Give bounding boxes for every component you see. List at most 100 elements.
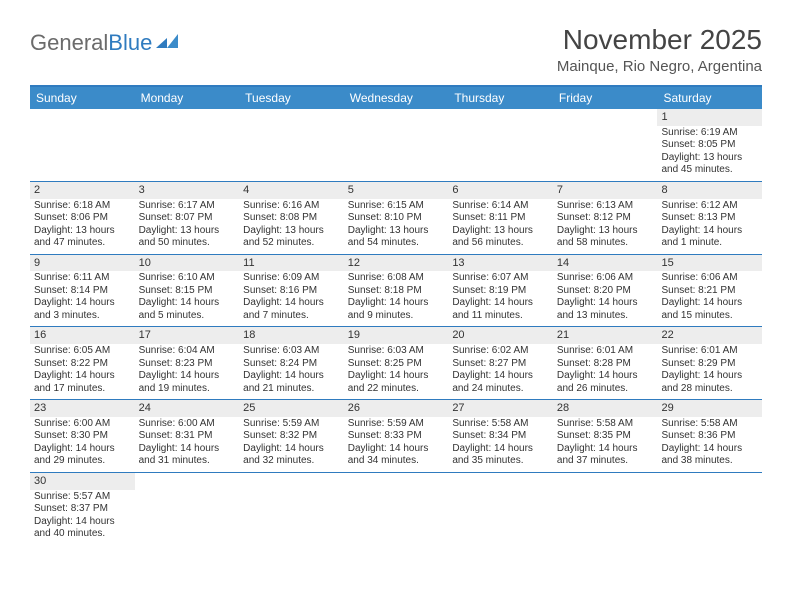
sunset-line: Sunset: 8:36 PM [661, 430, 758, 443]
header: GeneralBlue November 2025 Mainque, Rio N… [30, 24, 762, 75]
sunrise-line: Sunrise: 6:03 AM [243, 345, 340, 358]
daylight-line: Daylight: 14 hours and 15 minutes. [661, 297, 758, 322]
day-cell: 12Sunrise: 6:08 AMSunset: 8:18 PMDayligh… [344, 255, 449, 327]
day-number: 5 [344, 182, 449, 199]
empty-cell [553, 473, 658, 545]
day-cell: 29Sunrise: 5:58 AMSunset: 8:36 PMDayligh… [657, 400, 762, 472]
sunset-line: Sunset: 8:24 PM [243, 358, 340, 371]
sunset-line: Sunset: 8:08 PM [243, 212, 340, 225]
sunrise-line: Sunrise: 6:19 AM [661, 127, 758, 140]
day-cell: 18Sunrise: 6:03 AMSunset: 8:24 PMDayligh… [239, 327, 344, 399]
daylight-line: Daylight: 14 hours and 19 minutes. [139, 370, 236, 395]
day-number: 13 [448, 255, 553, 272]
sunset-line: Sunset: 8:35 PM [557, 430, 654, 443]
sunrise-line: Sunrise: 6:15 AM [348, 200, 445, 213]
sunset-line: Sunset: 8:33 PM [348, 430, 445, 443]
daylight-line: Daylight: 14 hours and 13 minutes. [557, 297, 654, 322]
sunset-line: Sunset: 8:25 PM [348, 358, 445, 371]
day-cell: 9Sunrise: 6:11 AMSunset: 8:14 PMDaylight… [30, 255, 135, 327]
day-number: 10 [135, 255, 240, 272]
day-number: 2 [30, 182, 135, 199]
sunrise-line: Sunrise: 6:10 AM [139, 272, 236, 285]
daylight-line: Daylight: 14 hours and 24 minutes. [452, 370, 549, 395]
empty-cell [448, 109, 553, 181]
day-cell: 1Sunrise: 6:19 AMSunset: 8:05 PMDaylight… [657, 109, 762, 181]
daylight-line: Daylight: 14 hours and 17 minutes. [34, 370, 131, 395]
sunrise-line: Sunrise: 6:00 AM [139, 418, 236, 431]
sunset-line: Sunset: 8:22 PM [34, 358, 131, 371]
day-number: 24 [135, 400, 240, 417]
day-number: 25 [239, 400, 344, 417]
sunrise-line: Sunrise: 6:02 AM [452, 345, 549, 358]
day-number: 26 [344, 400, 449, 417]
daylight-line: Daylight: 13 hours and 50 minutes. [139, 225, 236, 250]
daylight-line: Daylight: 14 hours and 3 minutes. [34, 297, 131, 322]
daylight-line: Daylight: 13 hours and 58 minutes. [557, 225, 654, 250]
sunset-line: Sunset: 8:20 PM [557, 285, 654, 298]
sunrise-line: Sunrise: 6:11 AM [34, 272, 131, 285]
flag-icon [156, 30, 178, 56]
day-cell: 27Sunrise: 5:58 AMSunset: 8:34 PMDayligh… [448, 400, 553, 472]
daylight-line: Daylight: 14 hours and 40 minutes. [34, 516, 131, 541]
sunrise-line: Sunrise: 6:05 AM [34, 345, 131, 358]
sunrise-line: Sunrise: 6:01 AM [661, 345, 758, 358]
page-subtitle: Mainque, Rio Negro, Argentina [557, 58, 762, 75]
day-header-monday: Monday [135, 87, 240, 109]
day-cell: 7Sunrise: 6:13 AMSunset: 8:12 PMDaylight… [553, 182, 658, 254]
daylight-line: Daylight: 14 hours and 9 minutes. [348, 297, 445, 322]
sunset-line: Sunset: 8:21 PM [661, 285, 758, 298]
day-cell: 10Sunrise: 6:10 AMSunset: 8:15 PMDayligh… [135, 255, 240, 327]
day-cell: 28Sunrise: 5:58 AMSunset: 8:35 PMDayligh… [553, 400, 658, 472]
week-row: 16Sunrise: 6:05 AMSunset: 8:22 PMDayligh… [30, 327, 762, 400]
day-number: 12 [344, 255, 449, 272]
day-number: 9 [30, 255, 135, 272]
day-cell: 26Sunrise: 5:59 AMSunset: 8:33 PMDayligh… [344, 400, 449, 472]
daylight-line: Daylight: 14 hours and 11 minutes. [452, 297, 549, 322]
sunset-line: Sunset: 8:19 PM [452, 285, 549, 298]
sunrise-line: Sunrise: 6:03 AM [348, 345, 445, 358]
day-cell: 17Sunrise: 6:04 AMSunset: 8:23 PMDayligh… [135, 327, 240, 399]
day-number: 14 [553, 255, 658, 272]
empty-cell [239, 109, 344, 181]
empty-cell [657, 473, 762, 545]
daylight-line: Daylight: 14 hours and 5 minutes. [139, 297, 236, 322]
empty-cell [239, 473, 344, 545]
sunset-line: Sunset: 8:37 PM [34, 503, 131, 516]
sunrise-line: Sunrise: 6:12 AM [661, 200, 758, 213]
daylight-line: Daylight: 13 hours and 47 minutes. [34, 225, 131, 250]
sunset-line: Sunset: 8:23 PM [139, 358, 236, 371]
day-cell: 30Sunrise: 5:57 AMSunset: 8:37 PMDayligh… [30, 473, 135, 545]
day-number: 8 [657, 182, 762, 199]
day-number: 4 [239, 182, 344, 199]
daylight-line: Daylight: 14 hours and 37 minutes. [557, 443, 654, 468]
day-number: 30 [30, 473, 135, 490]
sunset-line: Sunset: 8:34 PM [452, 430, 549, 443]
sunrise-line: Sunrise: 6:16 AM [243, 200, 340, 213]
day-cell: 15Sunrise: 6:06 AMSunset: 8:21 PMDayligh… [657, 255, 762, 327]
day-number: 19 [344, 327, 449, 344]
daylight-line: Daylight: 14 hours and 34 minutes. [348, 443, 445, 468]
day-number: 17 [135, 327, 240, 344]
daylight-line: Daylight: 14 hours and 29 minutes. [34, 443, 131, 468]
daylight-line: Daylight: 13 hours and 45 minutes. [661, 152, 758, 177]
daylight-line: Daylight: 14 hours and 28 minutes. [661, 370, 758, 395]
daylight-line: Daylight: 14 hours and 7 minutes. [243, 297, 340, 322]
empty-cell [135, 473, 240, 545]
daylight-line: Daylight: 13 hours and 56 minutes. [452, 225, 549, 250]
day-header-saturday: Saturday [657, 87, 762, 109]
day-number: 27 [448, 400, 553, 417]
sunrise-line: Sunrise: 6:18 AM [34, 200, 131, 213]
title-block: November 2025 Mainque, Rio Negro, Argent… [557, 24, 762, 75]
sunset-line: Sunset: 8:16 PM [243, 285, 340, 298]
week-row: 30Sunrise: 5:57 AMSunset: 8:37 PMDayligh… [30, 473, 762, 545]
day-cell: 3Sunrise: 6:17 AMSunset: 8:07 PMDaylight… [135, 182, 240, 254]
daylight-line: Daylight: 14 hours and 38 minutes. [661, 443, 758, 468]
sunset-line: Sunset: 8:31 PM [139, 430, 236, 443]
daylight-line: Daylight: 14 hours and 35 minutes. [452, 443, 549, 468]
sunrise-line: Sunrise: 6:00 AM [34, 418, 131, 431]
day-cell: 24Sunrise: 6:00 AMSunset: 8:31 PMDayligh… [135, 400, 240, 472]
day-number: 18 [239, 327, 344, 344]
sunrise-line: Sunrise: 6:14 AM [452, 200, 549, 213]
sunset-line: Sunset: 8:28 PM [557, 358, 654, 371]
day-header-tuesday: Tuesday [239, 87, 344, 109]
